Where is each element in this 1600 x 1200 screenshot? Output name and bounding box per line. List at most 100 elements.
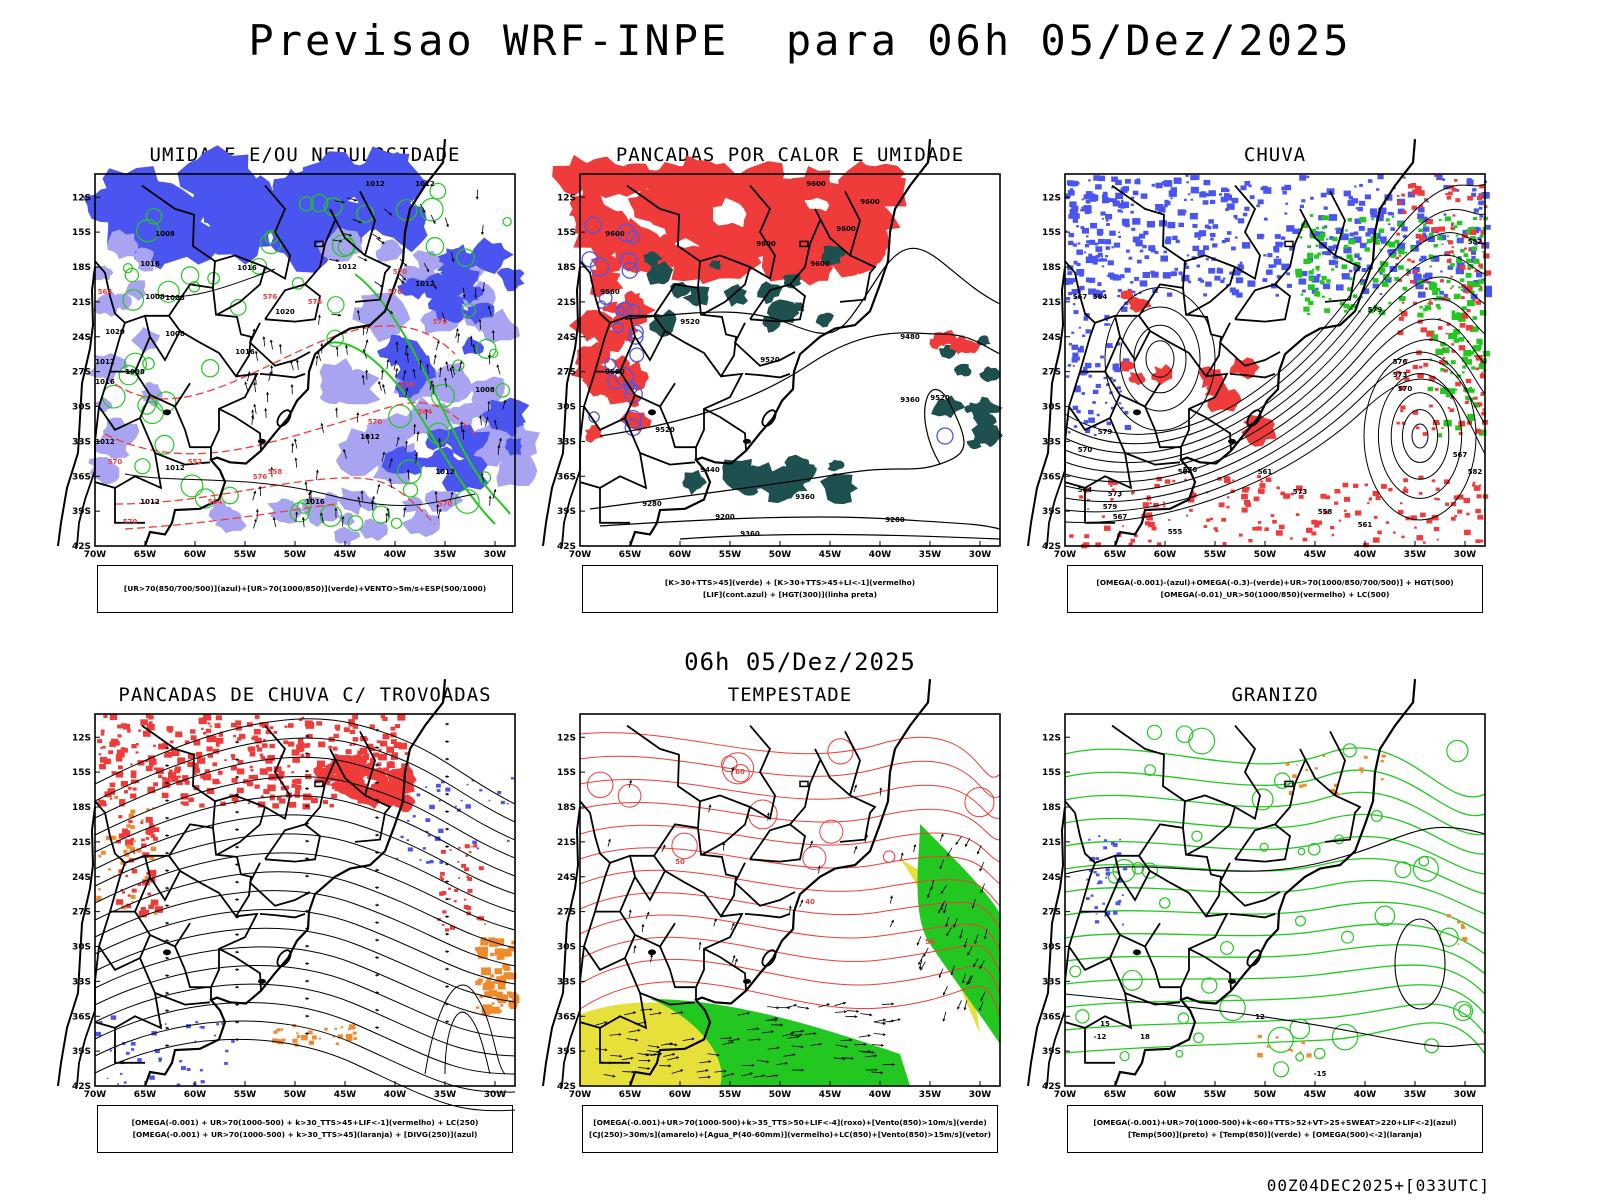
rain-omega-area [1333,260,1339,265]
contour-label: 9600 [806,180,826,188]
temp-850-contour [1064,769,1486,817]
country-border [329,208,392,303]
thunderstorm-area [376,740,381,744]
convection-area [121,905,127,910]
rain-omega-area [1212,224,1219,229]
humidity-mid-area [92,265,114,281]
thunderstorm-area [265,730,271,735]
lon-tick-label: 40W [1354,550,1377,560]
rain-omega-area [1088,417,1095,423]
streamline-arrow-head [236,758,239,762]
rain-strong-area [1379,261,1386,266]
rain-strong-area [1343,309,1348,313]
map-legend: [OMEGA(-0.001)-(azul)+OMEGA(-0.3)-(verde… [1067,565,1483,613]
rain-omega-area [1094,242,1099,246]
instability-area [959,340,980,354]
wind-vector-head [451,365,455,369]
thunderstorm-area [118,833,126,839]
thunderstorm-area [249,765,253,769]
streamline-arrow-head [376,903,379,907]
thunderstorm-area [118,765,123,770]
temp-850-contour [1064,857,1486,895]
rain-omega-area [1066,297,1071,301]
wind-vector-head [395,341,399,345]
rain-humid-area [1412,364,1418,370]
thunderstorm-area [248,775,255,780]
wind-vector-head [405,345,409,349]
rain-humid-area [1429,404,1433,408]
wind-vector-head [365,369,369,373]
rain-omega-area [1301,199,1306,203]
rain-humid-area [1446,322,1451,326]
rain-omega-area [1118,402,1122,405]
streamline-arrow-head [236,1038,239,1042]
rain-strong-area [1398,265,1404,270]
country-border [1299,208,1362,303]
wind-vector-head [362,348,366,352]
convection-area [481,967,491,976]
thunderstorm-area [174,768,181,774]
wind-vector-head [784,1061,788,1065]
rain-strong-area [1452,254,1455,256]
lagoon [1246,949,1262,967]
hail-area [1116,871,1118,873]
rain-omega-area [1117,288,1122,293]
streamline-arrow-head [306,1032,309,1036]
rain-omega-area [1466,179,1474,186]
weather-map[interactable]: 9600960096009600960096009560952096009520… [542,139,1003,560]
coastline-east [143,679,447,1087]
rain-omega-area [1076,385,1081,389]
convection-area [497,954,505,960]
convection-area [324,1027,328,1031]
thunderstorm-area [277,796,282,801]
wind-vector-head [377,484,381,487]
humidity-high-area [381,446,419,474]
rain-omega-area [1202,200,1209,205]
rain-omega-area [1471,256,1476,260]
rain-omega-area [1422,226,1430,232]
panel-title: GRANIZO [1231,684,1319,706]
rain-omega-area [1124,410,1129,415]
rain-humid-area [1338,519,1342,522]
convection-area [508,1000,518,1008]
rain-omega-area [1340,233,1349,241]
rain-omega-area [1263,189,1269,194]
hail-area [1121,923,1124,926]
rain-omega-area [1072,218,1078,223]
wind-vector-head [269,339,273,343]
lat-tick-label: 24S [557,333,576,343]
thunderstorm-area [147,786,156,793]
humidity-low-contour [122,263,134,274]
omega-500-area [1288,1049,1291,1052]
temp-850-contour [1201,977,1218,994]
rain-strong-area [1451,285,1454,288]
weather-map[interactable]: 6050405012S15S18S21S24S27S30S33S36S39S42… [542,679,1001,1100]
rain-humid-area [1164,479,1171,484]
streamline-arrow-head [376,973,379,977]
thunderstorm-area [260,756,265,760]
wind-vector-head [946,853,950,857]
wind-vector-head [796,1035,800,1039]
rain-omega-area [1237,218,1245,224]
weather-map[interactable]: 12-121518-1512S15S18S21S24S27S30S33S36S3… [1027,679,1486,1100]
wind-vector-head [792,1053,796,1057]
thunderstorm-area [369,724,375,729]
map-frame [579,173,1001,547]
rain-humid-area [1431,479,1436,483]
rain-omega-area [1225,188,1230,192]
wind-vector-head [364,258,368,261]
thunderstorm-area [214,723,221,728]
contour-label: 9600 [605,368,625,376]
wind-vector-head [406,469,410,473]
rain-omega-area [1286,272,1290,276]
panel-granizo: GRANIZO 12 -12 15 18 -15 12S 15S 18S 21S 24S 27S 30… [1027,679,1505,1164]
streamline-arrow-head [166,746,169,750]
divergence-area [438,799,441,802]
convection-area [106,835,112,841]
rain-strong-area [1468,416,1475,421]
thunderstorm-area [120,747,126,752]
rain-omega-area [1364,194,1371,200]
